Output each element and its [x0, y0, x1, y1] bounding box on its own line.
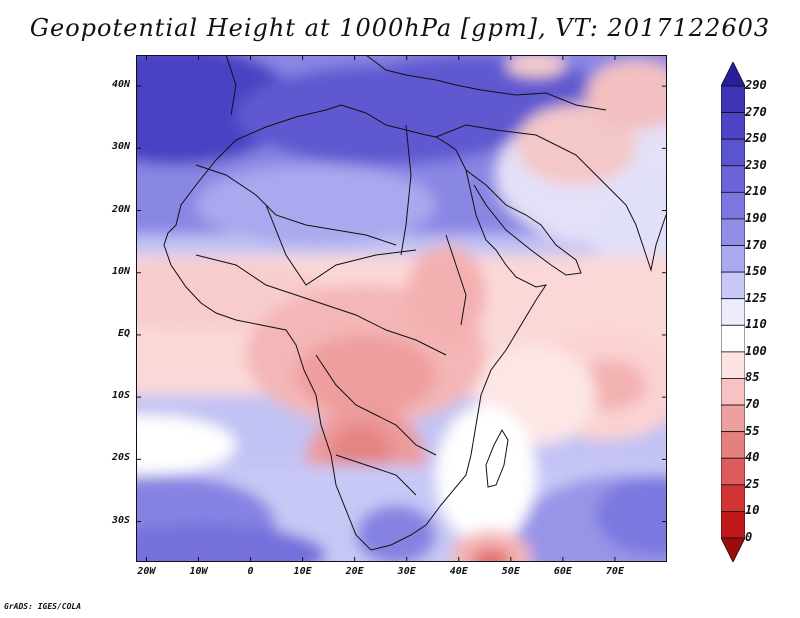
colorbar-label: 230	[745, 157, 767, 172]
colorbar-segment	[721, 537, 745, 562]
lat-label-30n: 30N	[111, 141, 130, 153]
axis-ticks	[136, 55, 667, 562]
colorbar-label: 290	[745, 78, 767, 92]
colorbar-segment	[721, 457, 745, 486]
colorbar-segment	[721, 218, 745, 246]
lat-label-10n: 10N	[111, 265, 130, 277]
colorbar-label: 100	[745, 343, 767, 358]
colorbar-segment	[721, 112, 745, 140]
colorbar-label: 10	[745, 503, 760, 518]
lon-label-0: 0	[247, 566, 254, 577]
lon-label-30e: 30E	[397, 566, 416, 577]
colorbar-label: 125	[745, 290, 767, 305]
colorbar-label: 0	[745, 530, 753, 544]
colorbar	[721, 62, 745, 562]
lat-label-40n: 40N	[111, 79, 130, 91]
lon-label-10w: 10W	[189, 566, 208, 577]
lat-label-10s: 10S	[111, 390, 130, 402]
colorbar-label: 270	[745, 104, 767, 119]
lon-label-20e: 20E	[345, 566, 364, 577]
colorbar-segment	[721, 431, 745, 459]
map-frame	[136, 55, 667, 562]
colorbar-label: 40	[745, 450, 760, 465]
chart-title: Geopotential Height at 1000hPa [gpm], VT…	[29, 14, 771, 42]
credit-text: GrADS: IGES/COLA	[4, 602, 82, 611]
colorbar-label: 55	[745, 423, 760, 438]
colorbar-segment	[721, 191, 745, 220]
lat-label-20n: 20N	[111, 203, 130, 215]
lon-label-10e: 10E	[293, 566, 312, 577]
map-panel	[136, 55, 667, 562]
colorbar-label: 210	[745, 184, 767, 199]
colorbar-segment	[721, 245, 745, 273]
colorbar-segment	[721, 484, 745, 512]
colorbar-segment	[721, 351, 745, 379]
colorbar-segment	[721, 404, 745, 433]
colorbar-label: 110	[745, 317, 767, 332]
colorbar-segment	[721, 298, 745, 326]
colorbar-label: 190	[745, 210, 767, 225]
lon-label-70e: 70E	[605, 566, 624, 577]
lat-label-30s: 30S	[111, 514, 130, 526]
colorbar-label: 25	[745, 476, 760, 491]
colorbar-segment	[721, 378, 745, 406]
lon-label-60e: 60E	[553, 566, 572, 577]
colorbar-segment	[721, 165, 745, 193]
colorbar-segment	[721, 324, 745, 353]
height-field	[136, 55, 667, 562]
lon-label-50e: 50E	[501, 566, 520, 577]
lon-label-40e: 40E	[449, 566, 468, 577]
colorbar-label: 150	[745, 264, 767, 279]
colorbar-segment	[721, 138, 745, 167]
lat-label-20s: 20S	[111, 452, 130, 464]
lat-label-eq: EQ	[117, 327, 130, 339]
colorbar-segment	[721, 85, 745, 113]
colorbar-label: 170	[745, 237, 767, 252]
colorbar-segment	[721, 271, 745, 300]
colorbar-segment	[721, 62, 745, 87]
lon-label-20w: 20W	[137, 566, 156, 577]
colorbar-label: 70	[745, 397, 760, 412]
colorbar-segment	[721, 511, 745, 539]
colorbar-label: 85	[745, 370, 760, 385]
coastlines	[163, 55, 667, 551]
colorbar-label: 250	[745, 131, 767, 146]
